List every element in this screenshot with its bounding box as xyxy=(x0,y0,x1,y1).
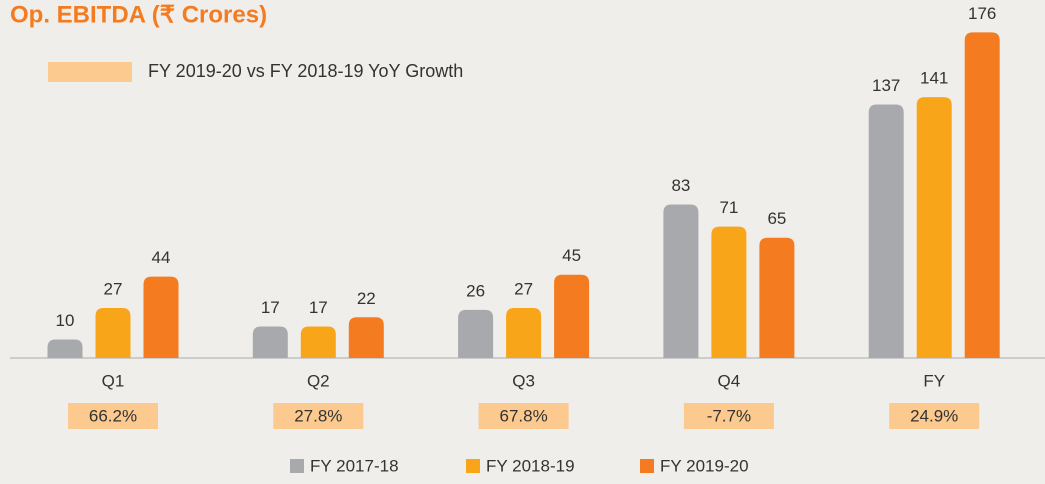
data-label: 83 xyxy=(671,176,690,195)
annotation-swatch xyxy=(48,62,132,82)
data-label: 17 xyxy=(261,298,280,317)
data-label: 176 xyxy=(968,4,996,23)
growth-label: 67.8% xyxy=(499,406,547,425)
bar xyxy=(143,276,179,358)
legend-label: FY 2017-18 xyxy=(310,456,399,475)
legend-swatch xyxy=(290,459,304,473)
bar xyxy=(95,308,131,358)
data-label: 17 xyxy=(309,298,328,317)
data-label: 44 xyxy=(152,248,171,267)
growth-label: 24.9% xyxy=(910,406,958,425)
data-label: 65 xyxy=(767,209,786,228)
bar xyxy=(348,317,384,358)
data-label: 141 xyxy=(920,69,948,88)
growth-label: 27.8% xyxy=(294,406,342,425)
chart-title: Op. EBITDA (₹ Crores) xyxy=(10,1,267,28)
bar xyxy=(47,339,83,358)
x-tick-label: Q3 xyxy=(512,371,535,390)
bar xyxy=(300,326,336,358)
growth-label: -7.7% xyxy=(707,406,751,425)
data-label: 26 xyxy=(466,281,485,300)
data-label: 71 xyxy=(719,198,738,217)
legend-label: FY 2019-20 xyxy=(660,456,749,475)
x-tick-label: Q1 xyxy=(102,371,125,390)
x-tick-label: Q4 xyxy=(718,371,741,390)
data-label: 45 xyxy=(562,246,581,265)
bar xyxy=(868,104,904,358)
growth-box xyxy=(683,403,774,429)
bar xyxy=(458,309,494,358)
bar xyxy=(916,97,952,359)
growth-box xyxy=(273,403,364,429)
x-tick-label: Q2 xyxy=(307,371,330,390)
bar xyxy=(711,226,747,358)
bar xyxy=(554,274,590,358)
data-label: 137 xyxy=(872,76,900,95)
growth-label: 66.2% xyxy=(89,406,137,425)
bar xyxy=(964,32,1000,359)
data-label: 10 xyxy=(56,311,75,330)
bar xyxy=(252,326,288,358)
data-label: 27 xyxy=(514,280,533,299)
annotation: FY 2019-20 vs FY 2018-19 YoY Growth xyxy=(148,61,463,81)
legend-label: FY 2018-19 xyxy=(486,456,575,475)
growth-box xyxy=(889,403,980,429)
data-label: 27 xyxy=(104,280,123,299)
x-tick-label: FY xyxy=(923,371,945,390)
growth-box xyxy=(68,403,158,429)
bar xyxy=(506,308,542,358)
bar xyxy=(759,237,795,358)
legend-swatch xyxy=(466,459,480,473)
bar xyxy=(663,204,699,358)
legend-swatch xyxy=(640,459,654,473)
growth-box xyxy=(478,403,569,429)
data-label: 22 xyxy=(357,289,376,308)
